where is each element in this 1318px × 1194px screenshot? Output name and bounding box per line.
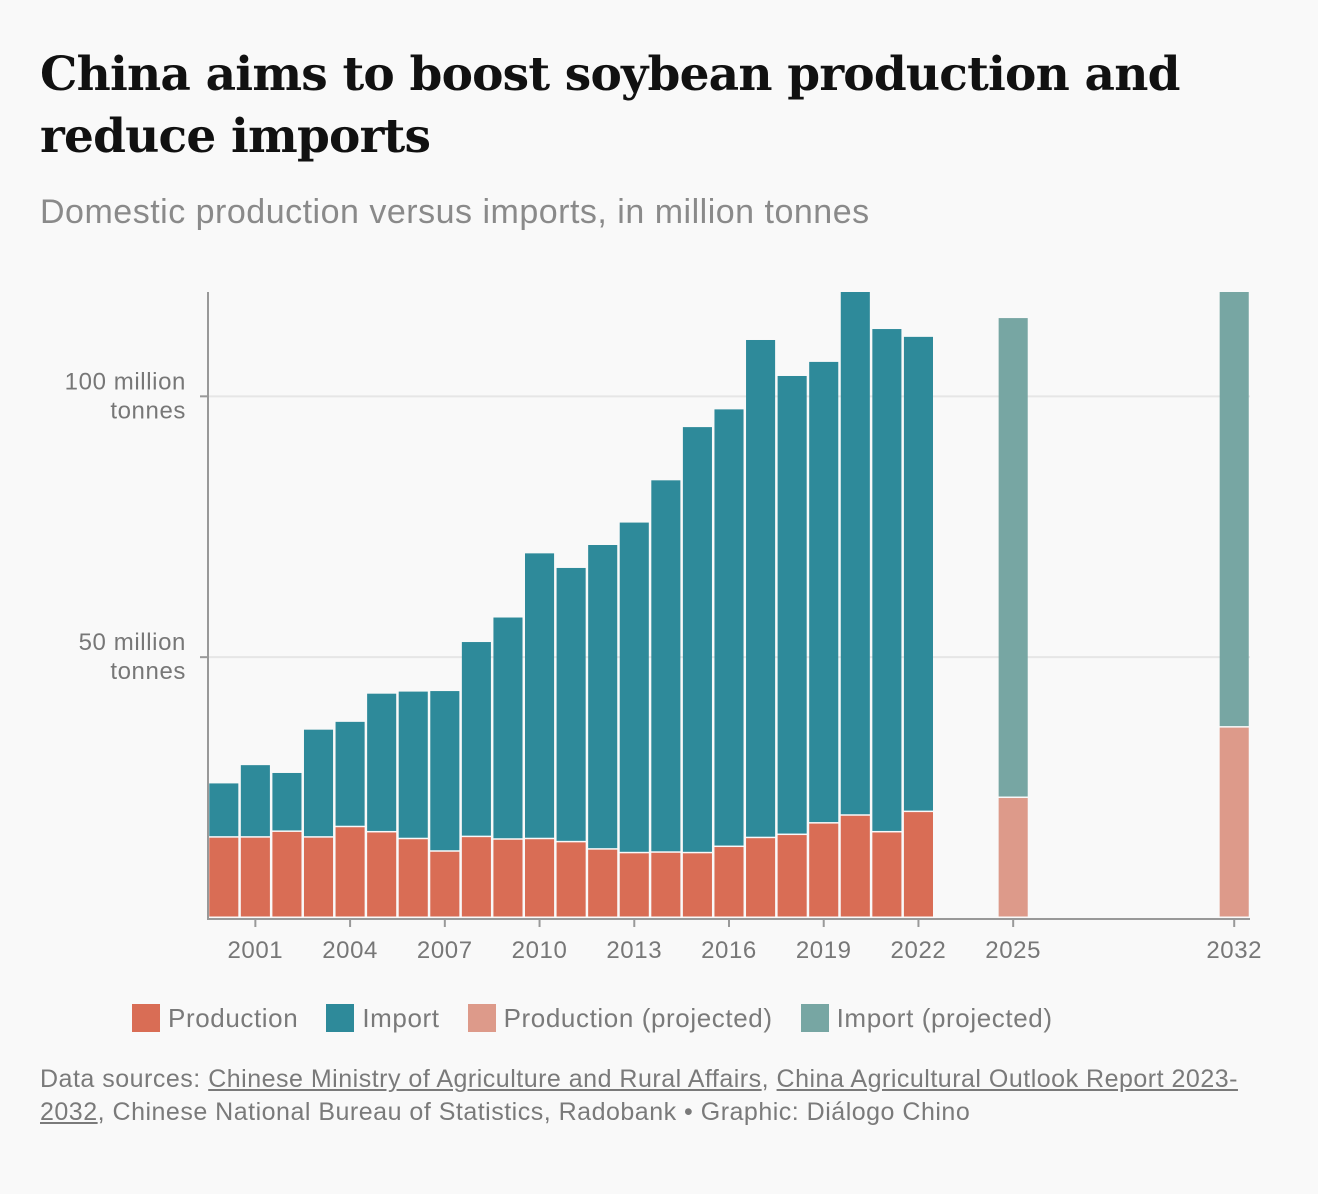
bar-import-2021: Import 2021: 96.5 <box>872 329 902 831</box>
x-tick-label-2001: 2001 <box>227 937 283 964</box>
bar-import-2016: Import 2016: 83.9 <box>714 409 744 846</box>
bar-import-2015: Import 2015: 81.7 <box>682 427 712 852</box>
bar-import-2010: Import 2010: 54.8 <box>525 553 555 838</box>
bar-import-2006: Import 2006: 28.3 <box>398 691 428 838</box>
x-tick-label-2022: 2022 <box>891 937 947 964</box>
bar-production-2005: Production 2005: 16.4 <box>367 832 397 917</box>
bar-production-2019: Production 2019: 18.1 <box>809 823 839 917</box>
bar-production-2001: Production 2001: 15.4 <box>240 837 270 917</box>
bar-import-2001: Import 2001: 13.9 <box>240 765 270 837</box>
x-tick-label-2016: 2016 <box>701 937 757 964</box>
bar-import-2008: Import 2008: 37.4 <box>461 642 491 836</box>
bar-production-2000: Production 2000: 15.4 <box>209 837 239 917</box>
legend-item-import: Import <box>326 1003 439 1034</box>
x-tick-label-2013: 2013 <box>606 937 662 964</box>
bar-import-2014: Import 2014: 71.4 <box>651 480 681 852</box>
bar-production-2008: Production 2008: 15.5 <box>461 837 491 917</box>
legend-swatch-import <box>326 1004 355 1032</box>
bar-production-2003: Production 2003: 15.4 <box>303 837 334 917</box>
bar-import-2013: Import 2013: 63.4 <box>619 522 649 852</box>
legend-item-import-projected: Import (projected) <box>800 1002 1053 1034</box>
legend-label-import: Import <box>362 1002 440 1033</box>
bar-import-2003: Import 2003: 20.7 <box>303 729 334 837</box>
y-tick-label-100-unit: tonnes <box>110 397 186 424</box>
source-rest: , Chinese National Bureau of Statistics,… <box>97 1098 971 1126</box>
bar-import-2012: Import 2012: 58.4 <box>588 545 618 849</box>
stacked-bar-chart: Production 2000: 15.4Import 2000: 10.4Pr… <box>65 292 1262 964</box>
bar-production-2011: Production 2011: 14.5 <box>556 842 586 917</box>
x-tick-label-2004: 2004 <box>322 937 378 964</box>
legend-swatch-production <box>132 1004 160 1032</box>
bar-production-2006: Production 2006: 15.1 <box>398 839 428 917</box>
bar-import-2020: Import 2020: 100.4 <box>840 292 870 815</box>
chart-subtitle: Domestic production versus imports, in m… <box>40 193 870 231</box>
legend-label-import-projected: Import (projected) <box>836 1002 1053 1033</box>
bar-production-2017: Production 2017: 15.3 <box>746 838 776 917</box>
bar-production-2018: Production 2018: 15.9 <box>777 835 807 917</box>
legend-item-production: Production <box>132 1003 298 1034</box>
bar-import-2005: Import 2005: 26.6 <box>367 693 397 831</box>
legend-label-production-projected: Production (projected) <box>503 1002 773 1033</box>
bar-import-2018: Import 2018: 88 <box>777 375 807 834</box>
y-tick-label-50: 50 million <box>79 629 186 656</box>
x-tick-label-2007: 2007 <box>417 937 473 964</box>
legend-label-production: Production <box>168 1002 299 1033</box>
source-link-outlook-report[interactable]: China Agricultural Outlook Report 2023-2… <box>40 1065 1238 1126</box>
bar-production-2010: Production 2010: 15.1 <box>525 839 555 917</box>
bar-production-2014: Production 2014: 12.5 <box>651 852 681 917</box>
bar-production-2016: Production 2016: 13.6 <box>714 847 744 917</box>
bar-import-2000: Import 2000: 10.4 <box>209 783 239 837</box>
bar-production-2022: Production 2022: 20.3 <box>903 812 933 917</box>
source-separator: , <box>761 1065 777 1093</box>
bar-import-2009: Import 2009: 42.6 <box>493 617 523 839</box>
x-tick-label-2032: 2032 <box>1206 937 1262 964</box>
source-prefix: Data sources: <box>40 1065 209 1093</box>
legend-swatch-import-projected <box>800 1004 829 1032</box>
bar-production-2009: Production 2009: 15 <box>493 839 523 917</box>
bar-production-projected-2025: Production (projected) 2025: 23 <box>998 798 1028 917</box>
legend: Production Import Production (projected)… <box>132 1000 1081 1036</box>
bar-import-2019: Import 2019: 88.5 <box>809 361 839 823</box>
x-tick-label-2019: 2019 <box>796 937 852 964</box>
bar-import-2017: Import 2017: 95.5 <box>746 339 776 837</box>
x-tick-label-2010: 2010 <box>512 937 568 964</box>
bar-import-2022: Import 2022: 91.1 <box>903 336 933 811</box>
bar-production-2007: Production 2007: 12.7 <box>430 851 460 917</box>
source-link-ministry[interactable]: Chinese Ministry of Agriculture and Rura… <box>208 1065 762 1093</box>
legend-swatch-production-projected <box>467 1004 496 1032</box>
bar-production-2020: Production 2020: 19.6 <box>840 815 870 917</box>
bar-production-2021: Production 2021: 16.4 <box>872 832 902 917</box>
bars: Production 2000: 15.4Import 2000: 10.4Pr… <box>209 292 1249 917</box>
bar-production-2004: Production 2004: 17.4 <box>335 827 365 917</box>
bar-production-projected-2032: Production (projected) 2032: 36.5 <box>1219 727 1249 917</box>
bar-production-2013: Production 2013: 12.4 <box>619 853 649 917</box>
legend-item-production-projected: Production (projected) <box>467 1002 773 1034</box>
y-tick-label-100: 100 million <box>65 368 186 395</box>
bar-production-2012: Production 2012: 13.1 <box>588 849 618 917</box>
chart-title: China aims to boost soybean production a… <box>40 47 1180 164</box>
data-sources: Data sources: Chinese Ministry of Agricu… <box>40 1063 1280 1129</box>
bar-production-2002: Production 2002: 16.5 <box>272 831 302 917</box>
axes <box>200 292 1250 927</box>
bar-import-2007: Import 2007: 30.8 <box>430 691 460 851</box>
bar-import-projected-2032: Import (projected) 2032: 83.5 <box>1219 292 1249 727</box>
x-tick-label-2025: 2025 <box>985 937 1041 964</box>
bar-import-2011: Import 2011: 52.6 <box>556 567 586 841</box>
y-tick-label-50-unit: tonnes <box>110 658 186 685</box>
bar-import-2002: Import 2002: 11.3 <box>272 772 302 831</box>
bar-production-2015: Production 2015: 12.4 <box>682 853 712 917</box>
bar-import-projected-2025: Import (projected) 2025: 92 <box>998 318 1028 797</box>
bar-import-2004: Import 2004: 20.2 <box>335 721 365 826</box>
